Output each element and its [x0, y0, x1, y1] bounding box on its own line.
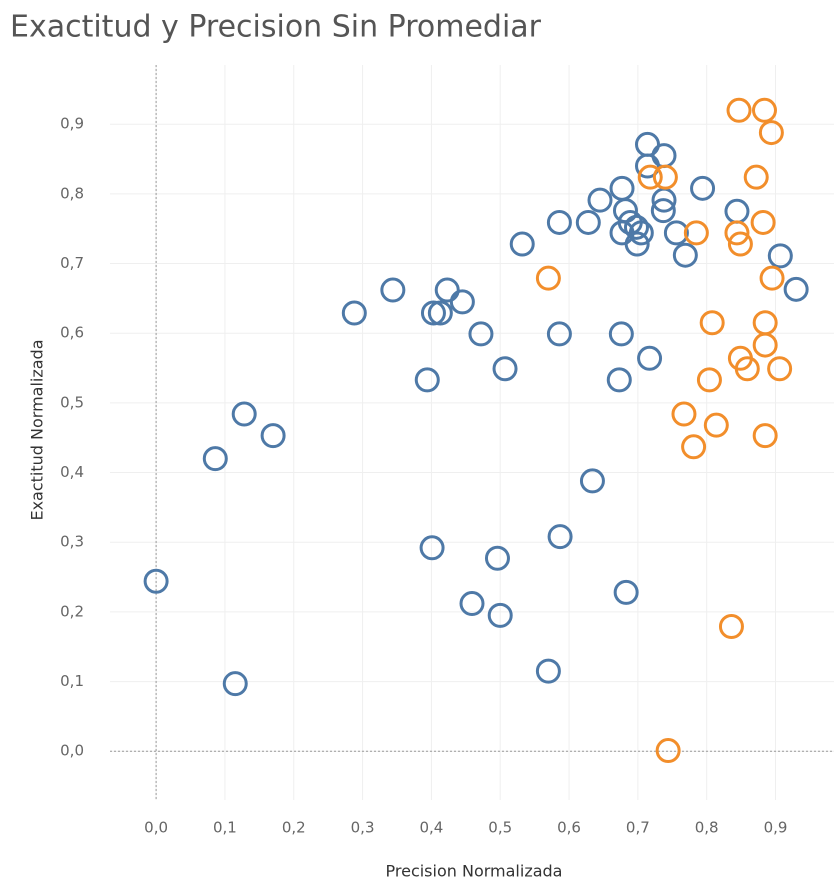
y-tick-label: 0,5 — [60, 393, 84, 411]
point — [655, 738, 681, 764]
point — [434, 277, 460, 303]
y-tick-label: 0,8 — [60, 184, 84, 202]
x-tick-label: 0,7 — [626, 819, 650, 837]
y-tick-label: 0,6 — [60, 324, 84, 342]
point — [752, 332, 778, 358]
point — [634, 131, 660, 157]
point — [546, 209, 572, 235]
point — [546, 321, 572, 347]
point — [535, 658, 561, 684]
x-tick-label: 0,5 — [488, 819, 512, 837]
point — [609, 175, 635, 201]
point — [759, 265, 785, 291]
point — [613, 579, 639, 605]
point — [547, 524, 573, 550]
y-tick-label: 0,1 — [60, 672, 84, 690]
point — [487, 602, 513, 628]
point — [492, 356, 518, 382]
x-tick-label: 0,6 — [557, 819, 581, 837]
point — [696, 367, 722, 393]
point — [724, 198, 750, 224]
point — [587, 187, 613, 213]
point — [143, 568, 169, 594]
x-tick-label: 0,1 — [213, 819, 237, 837]
point — [509, 231, 535, 257]
point — [624, 231, 650, 257]
point — [608, 321, 634, 347]
point — [750, 209, 776, 235]
x-axis-label: Precision Normalizada — [386, 862, 563, 881]
point — [420, 300, 446, 326]
point — [419, 535, 445, 561]
point — [724, 220, 750, 246]
y-tick-label: 0,9 — [60, 115, 84, 133]
point — [628, 220, 654, 246]
point — [260, 423, 286, 449]
point — [726, 97, 752, 123]
point — [650, 198, 676, 224]
point — [341, 300, 367, 326]
point — [637, 345, 663, 371]
point — [222, 671, 248, 697]
y-tick-label: 0,4 — [60, 463, 84, 481]
point — [651, 143, 677, 169]
point — [663, 220, 689, 246]
point — [703, 412, 729, 438]
point — [380, 277, 406, 303]
point — [767, 356, 793, 382]
point — [484, 545, 510, 571]
point — [767, 243, 793, 269]
point — [414, 367, 440, 393]
point — [743, 164, 769, 190]
point — [752, 423, 778, 449]
point — [468, 321, 494, 347]
point — [758, 120, 784, 146]
point — [672, 242, 698, 268]
point — [718, 614, 744, 640]
x-tick-label: 0,2 — [282, 819, 306, 837]
y-tick-label: 0,0 — [60, 742, 84, 760]
point — [606, 367, 632, 393]
x-tick-label: 0,4 — [419, 819, 443, 837]
point — [535, 265, 561, 291]
point — [734, 356, 760, 382]
point — [699, 310, 725, 336]
y-tick-label: 0,3 — [60, 533, 84, 551]
x-tick-label: 0,3 — [351, 819, 375, 837]
point — [449, 289, 475, 315]
point — [683, 220, 709, 246]
point — [579, 468, 605, 494]
point — [752, 310, 778, 336]
x-tick-label: 0,0 — [144, 819, 168, 837]
point — [623, 214, 649, 240]
x-tick-label: 0,8 — [695, 819, 719, 837]
point — [231, 401, 257, 427]
point — [652, 164, 678, 190]
y-tick-label: 0,2 — [60, 602, 84, 620]
y-axis-label: Exactitud Normalizada — [28, 339, 47, 520]
point — [671, 401, 697, 427]
point — [783, 276, 809, 302]
point — [427, 300, 453, 326]
chart-title: Exactitud y Precision Sin Promediar — [10, 10, 542, 45]
point — [690, 175, 716, 201]
point — [575, 209, 601, 235]
point — [637, 164, 663, 190]
point — [727, 231, 753, 257]
y-tick-label: 0,7 — [60, 254, 84, 272]
point — [681, 434, 707, 460]
point — [202, 446, 228, 472]
x-tick-label: 0,9 — [764, 819, 788, 837]
point — [751, 97, 777, 123]
point — [459, 591, 485, 617]
